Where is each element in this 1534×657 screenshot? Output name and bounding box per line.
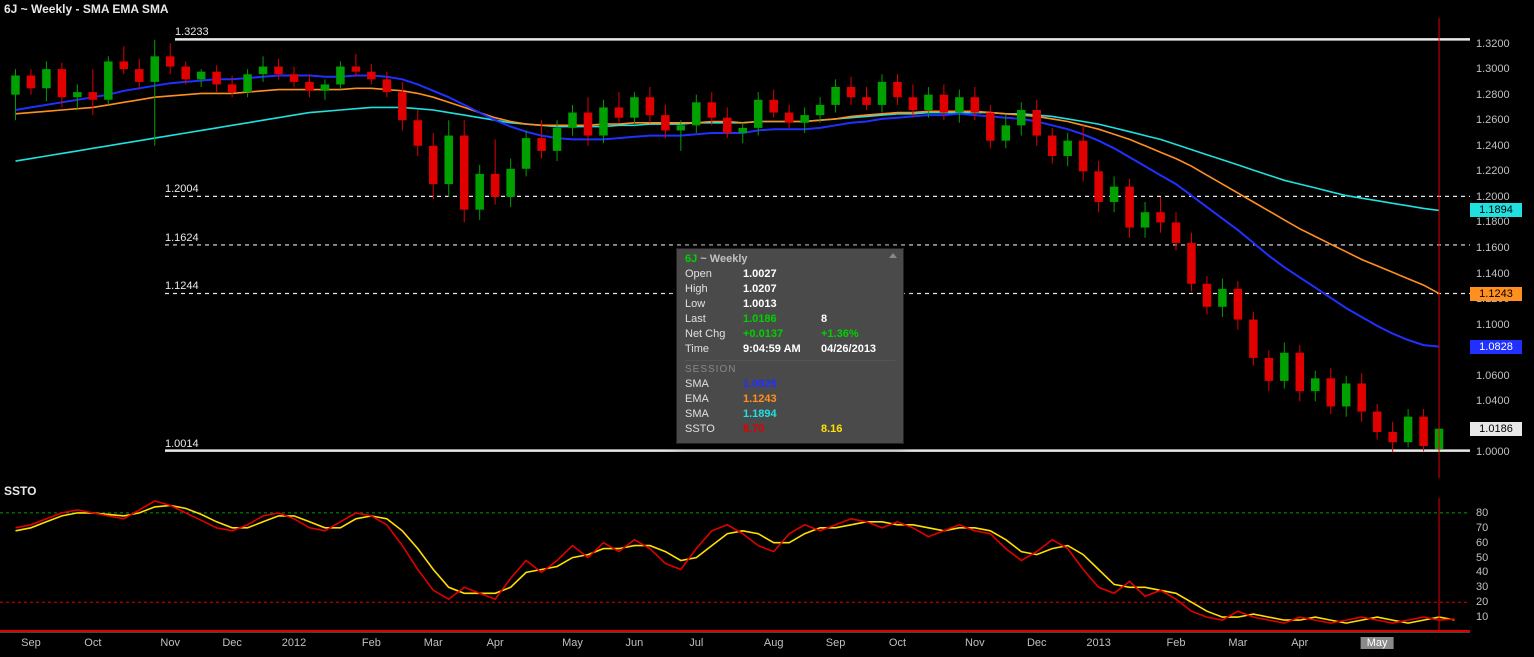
tooltip-row: EMA1.1243 <box>685 392 895 407</box>
tooltip-row: High1.0207 <box>685 282 895 297</box>
tooltip-title: 6J ~ Weekly <box>685 253 895 265</box>
ssto-chart[interactable] <box>0 498 1470 632</box>
xtick: Oct <box>889 637 906 649</box>
tooltip-row: Last1.01868 <box>685 312 895 327</box>
ytick: 60 <box>1476 537 1488 549</box>
price-tag: 1.0828 <box>1470 340 1522 354</box>
ytick: 1.2800 <box>1476 89 1510 101</box>
xtick: Mar <box>1228 637 1247 649</box>
xtick: Apr <box>1291 637 1308 649</box>
ytick: 30 <box>1476 581 1488 593</box>
ssto-label: SSTO <box>4 484 36 498</box>
chart-title: 6J ~ Weekly - SMA EMA SMA <box>4 2 169 16</box>
tooltip-quote-rows: Open1.0027High1.0207Low1.0013Last1.01868… <box>685 267 895 357</box>
time-axis: Sep Oct Nov Dec 2012 Feb Mar Apr May Jun Jul Aug Sep… <box>0 632 1470 657</box>
xtick: Feb <box>362 637 381 649</box>
xtick: 2012 <box>282 637 306 649</box>
xtick: May <box>562 637 583 649</box>
xtick: May <box>1361 637 1394 649</box>
price-tag: 1.1894 <box>1470 203 1522 217</box>
ytick: 1.1400 <box>1476 268 1510 280</box>
xtick: Aug <box>764 637 784 649</box>
hline-label: 1.2004 <box>165 183 199 195</box>
tooltip-row: Time9:04:59 AM04/26/2013 <box>685 342 895 357</box>
tooltip-row: Open1.0027 <box>685 267 895 282</box>
ytick: 1.1000 <box>1476 319 1510 331</box>
price-tag: 1.0186 <box>1470 422 1522 436</box>
ytick: 80 <box>1476 507 1488 519</box>
ytick: 10 <box>1476 611 1488 623</box>
chart-container: 6J ~ Weekly - SMA EMA SMA 1.00001.02001.… <box>0 0 1534 657</box>
tooltip-section-header: SESSION <box>685 360 895 375</box>
tooltip-row: Net Chg+0.0137+1.36% <box>685 327 895 342</box>
ytick: 1.0400 <box>1476 395 1510 407</box>
ytick: 1.3000 <box>1476 63 1510 75</box>
xtick: Apr <box>487 637 504 649</box>
ytick: 1.3200 <box>1476 38 1510 50</box>
ytick: 1.2000 <box>1476 191 1510 203</box>
hline-label: 1.1244 <box>165 280 199 292</box>
ytick: 1.1600 <box>1476 242 1510 254</box>
xtick: Nov <box>160 637 180 649</box>
price-yaxis: 1.00001.02001.04001.06001.08001.10001.12… <box>1470 18 1534 478</box>
ytick: 40 <box>1476 566 1488 578</box>
xtick: Jun <box>626 637 644 649</box>
xtick: 2013 <box>1086 637 1110 649</box>
xtick: Nov <box>965 637 985 649</box>
price-tag: 1.1243 <box>1470 287 1522 301</box>
ssto-yaxis: 10 20 30 40 50 60 70 80 <box>1470 498 1534 632</box>
xtick: Sep <box>826 637 846 649</box>
ytick: 1.0600 <box>1476 370 1510 382</box>
ytick: 1.2400 <box>1476 140 1510 152</box>
ytick: 20 <box>1476 596 1488 608</box>
ytick: 70 <box>1476 522 1488 534</box>
tooltip-symbol: 6J <box>685 253 697 265</box>
tooltip-row: Low1.0013 <box>685 297 895 312</box>
xtick: Feb <box>1167 637 1186 649</box>
tooltip-row: SSTO8.708.16 <box>685 422 895 437</box>
tooltip-collapse-icon[interactable] <box>889 253 897 258</box>
ohlc-tooltip[interactable]: 6J ~ Weekly Open1.0027High1.0207Low1.001… <box>676 248 904 444</box>
xtick: Jul <box>689 637 703 649</box>
ytick: 50 <box>1476 552 1488 564</box>
tooltip-indicator-rows: SMA1.0828EMA1.1243SMA1.1894SSTO8.708.16 <box>685 377 895 437</box>
xtick: Mar <box>424 637 443 649</box>
hline-label: 1.1624 <box>165 232 199 244</box>
tooltip-row: SMA1.1894 <box>685 407 895 422</box>
ytick: 1.2600 <box>1476 114 1510 126</box>
ytick: 1.2200 <box>1476 165 1510 177</box>
hline-label: 1.3233 <box>175 26 209 38</box>
xtick: Oct <box>84 637 101 649</box>
xtick: Dec <box>222 637 242 649</box>
xtick: Sep <box>21 637 41 649</box>
tooltip-row: SMA1.0828 <box>685 377 895 392</box>
ytick: 1.0000 <box>1476 446 1510 458</box>
hline-label: 1.0014 <box>165 438 199 450</box>
ytick: 1.1800 <box>1476 216 1510 228</box>
tooltip-timeframe: ~ Weekly <box>697 253 747 265</box>
xtick: Dec <box>1027 637 1047 649</box>
